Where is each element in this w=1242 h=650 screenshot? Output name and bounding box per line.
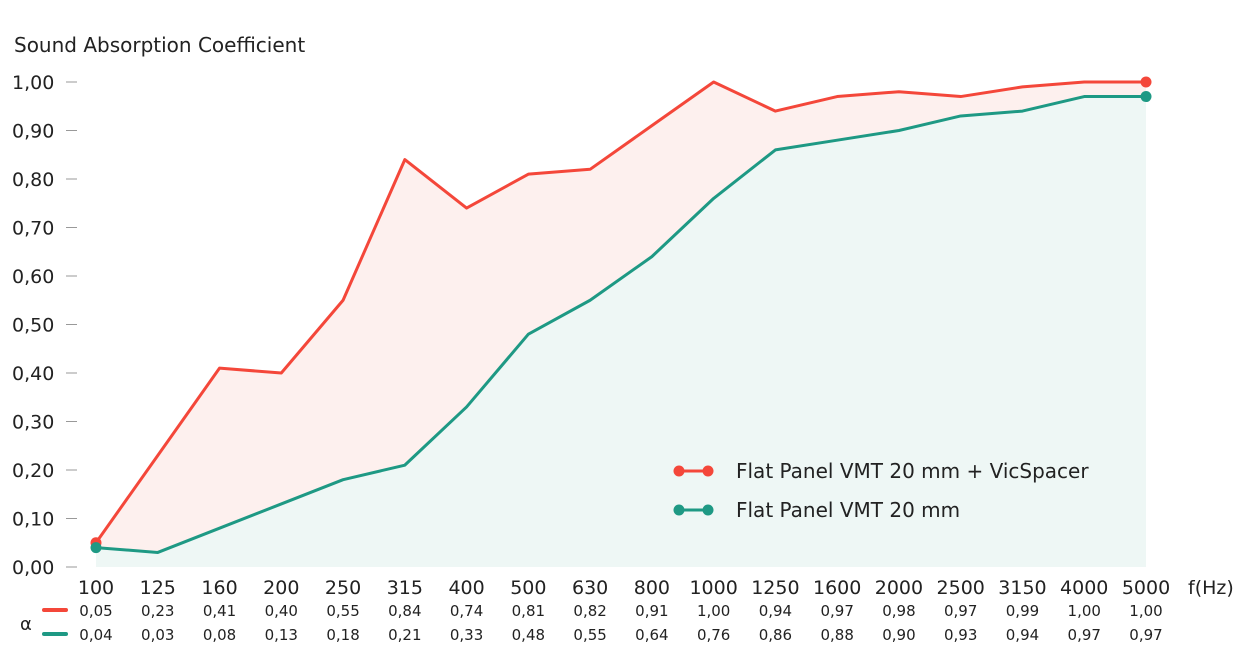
table-value: 0,48 [512,626,545,644]
table-value: 0,82 [573,602,606,620]
table-value: 0,97 [820,602,853,620]
x-tick-label: 160 [201,577,237,599]
x-tick-label: 630 [572,577,608,599]
table-value: 0,40 [265,602,298,620]
y-tick-label: 0,30 [12,412,54,434]
table-value: 0,04 [79,626,112,644]
x-tick-label: 5000 [1122,577,1170,599]
table-value: 1,00 [1068,602,1101,620]
x-tick-label: 1600 [813,577,861,599]
table-value: 0,98 [882,602,915,620]
table-value: 0,99 [1006,602,1039,620]
table-value: 0,94 [759,602,792,620]
table-value: 0,55 [573,626,606,644]
table-value: 0,86 [759,626,792,644]
y-tick-label: 0,60 [12,266,54,288]
legend-marker [702,504,714,516]
y-tick-label: 0,90 [12,121,54,143]
table-value: 0,93 [944,626,977,644]
y-tick-label: 0,20 [12,460,54,482]
table-value: 0,84 [388,602,421,620]
table-value: 0,13 [265,626,298,644]
table-value: 0,64 [635,626,668,644]
y-tick-label: 1,00 [12,72,54,94]
series-1-endpoint [90,542,102,554]
table-value: 0,55 [326,602,359,620]
y-tick-label: 0,50 [12,315,54,337]
x-tick-label: 2000 [875,577,923,599]
table-value: 0,03 [141,626,174,644]
y-tick-label: 0,00 [12,557,54,579]
x-axis-label: f(Hz) [1188,577,1234,599]
series-1-endpoint [1140,91,1152,103]
legend-marker [673,465,685,477]
table-value: 0,08 [203,626,236,644]
x-tick-label: 125 [140,577,176,599]
table-value: 0,97 [1129,626,1162,644]
legend-marker [673,504,685,516]
series-line-0 [94,80,1146,544]
y-tick-label: 0,10 [12,509,54,531]
table-value: 0,23 [141,602,174,620]
table-value: 1,00 [1129,602,1162,620]
table-value: 0,91 [635,602,668,620]
x-tick-label: 400 [448,577,484,599]
legend-marker [702,465,714,477]
y-tick-label: 0,40 [12,363,54,385]
area-fill-series-1 [96,96,1146,568]
x-tick-label: 3150 [998,577,1046,599]
x-tick-label: 800 [634,577,670,599]
table-value: 0,97 [944,602,977,620]
table-value: 0,33 [450,626,483,644]
y-tick-label: 0,70 [12,218,54,240]
table-value: 0,76 [697,626,730,644]
x-tick-label: 4000 [1060,577,1108,599]
series-line-1 [95,95,1146,554]
x-tick-label: 250 [325,577,361,599]
x-tick-label: 100 [78,577,114,599]
x-tick-label: 315 [387,577,423,599]
table-value: 0,21 [388,626,421,644]
table-value: 1,00 [697,602,730,620]
x-tick-label: 2500 [937,577,985,599]
x-tick-label: 1250 [751,577,799,599]
table-value: 0,18 [326,626,359,644]
legend-label-1: Flat Panel VMT 20 mm [736,498,960,522]
table-value: 0,97 [1068,626,1101,644]
table-value: 0,74 [450,602,483,620]
table-value: 0,81 [512,602,545,620]
table-value: 0,88 [820,626,853,644]
series-0-endpoint [1140,76,1152,88]
table-value: 0,41 [203,602,236,620]
x-tick-label: 500 [510,577,546,599]
y-axis-symbol: α [20,614,32,635]
legend-label-0: Flat Panel VMT 20 mm + VicSpacer [736,459,1089,483]
table-value: 0,94 [1006,626,1039,644]
x-tick-label: 200 [263,577,299,599]
x-tick-label: 1000 [689,577,737,599]
table-value: 0,05 [79,602,112,620]
chart-title: Sound Absorption Coefficient [14,33,305,57]
y-tick-label: 0,80 [12,169,54,191]
table-value: 0,90 [882,626,915,644]
